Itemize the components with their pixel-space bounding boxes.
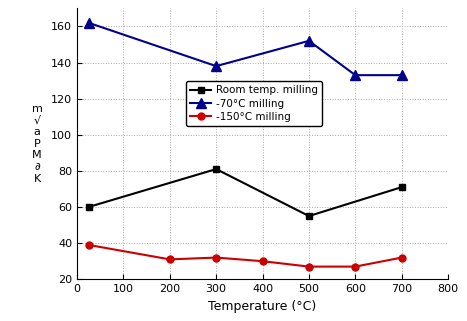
-150°C milling [260, 259, 265, 263]
-150°C milling [353, 265, 358, 269]
X-axis label: Temperature (°C): Temperature (°C) [208, 300, 317, 313]
-150°C milling [167, 257, 173, 261]
-70°C milling [306, 39, 312, 43]
Room temp. milling [399, 185, 404, 189]
Line: Room temp. milling: Room temp. milling [85, 166, 405, 220]
-70°C milling [86, 21, 92, 25]
Line: -150°C milling: -150°C milling [85, 241, 405, 270]
-70°C milling [353, 73, 358, 77]
-150°C milling [213, 256, 219, 259]
-150°C milling [399, 256, 404, 259]
-150°C milling [306, 265, 312, 269]
-70°C milling [399, 73, 404, 77]
Room temp. milling [213, 167, 219, 171]
-70°C milling [213, 64, 219, 68]
Legend: Room temp. milling, -70°C milling, -150°C milling: Room temp. milling, -70°C milling, -150°… [186, 81, 323, 126]
Room temp. milling [306, 214, 312, 218]
Room temp. milling [86, 205, 92, 209]
Y-axis label: m
√
a
P
M
∂
K: m √ a P M ∂ K [32, 104, 42, 184]
-150°C milling [86, 243, 92, 247]
Line: -70°C milling: -70°C milling [84, 18, 407, 80]
